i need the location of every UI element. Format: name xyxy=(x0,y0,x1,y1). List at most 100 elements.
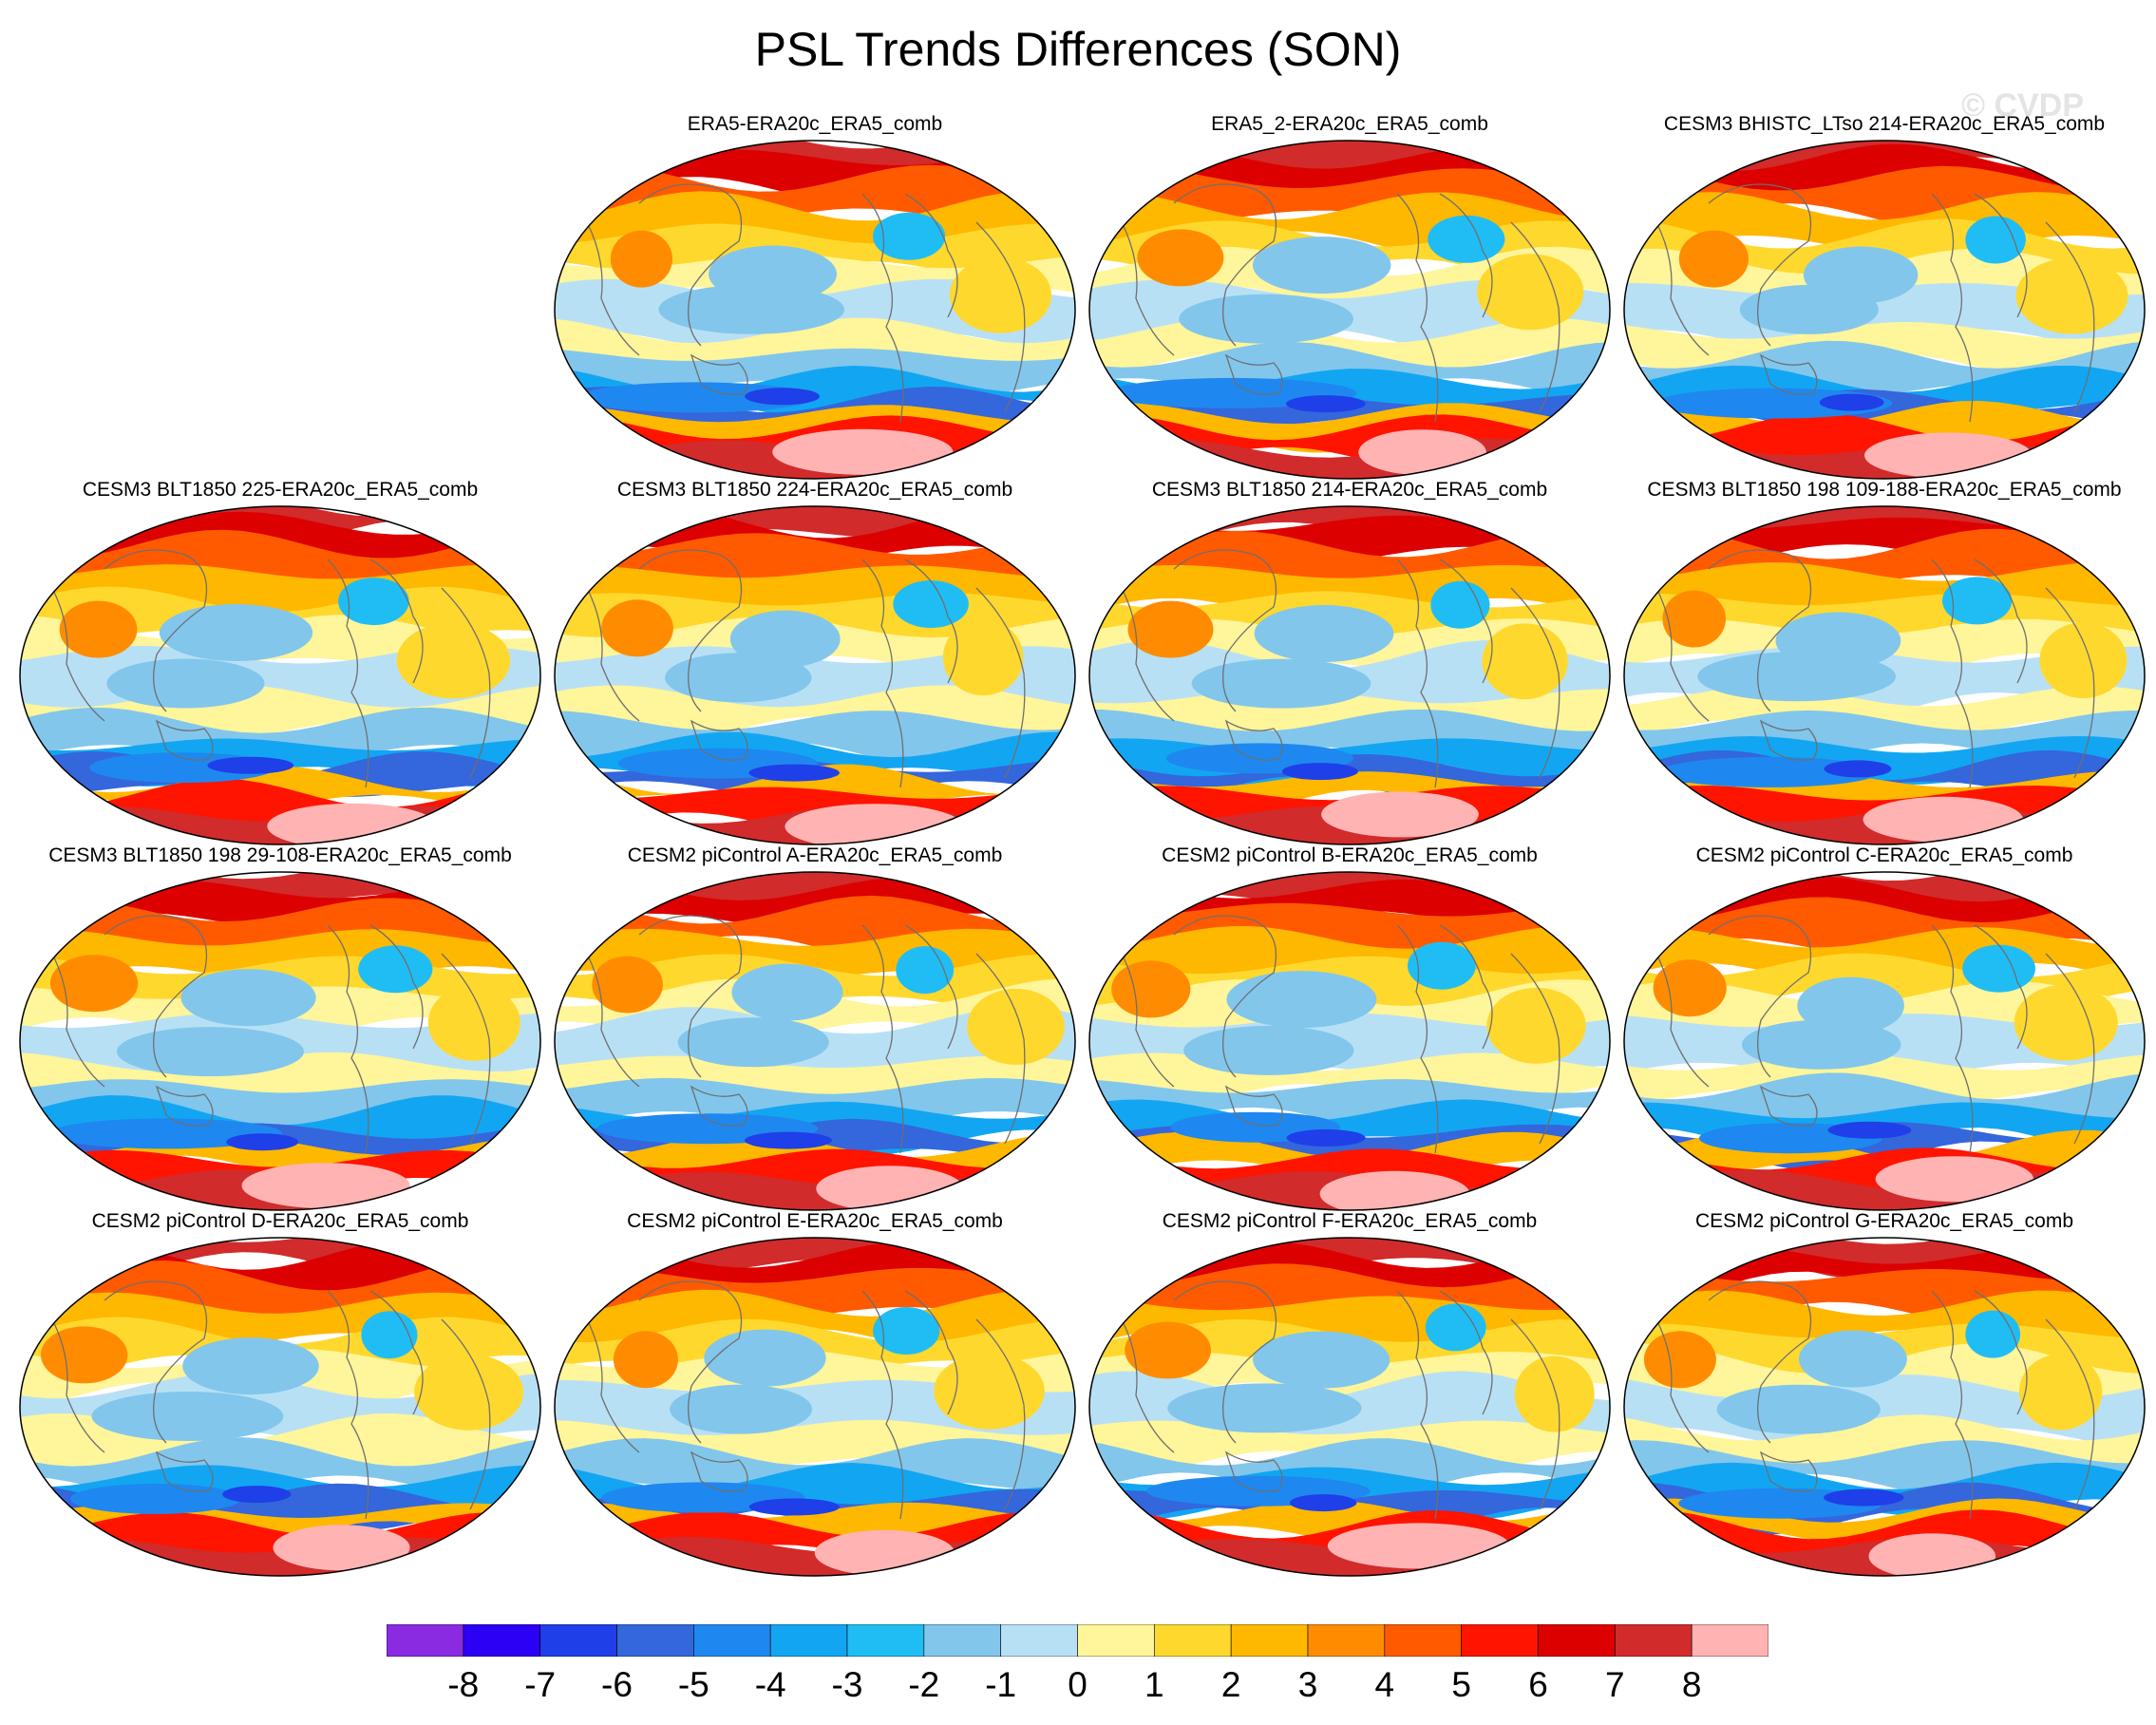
world-map xyxy=(1623,140,2146,480)
colorbar-box xyxy=(539,1624,617,1657)
anomaly-region xyxy=(70,1483,241,1514)
contour-band xyxy=(1624,1374,2145,1450)
contour-band xyxy=(1089,1131,1610,1180)
contour-band xyxy=(555,764,1075,814)
panel-title: CESM2 piControl A-ERA20c_ERA5_comb xyxy=(627,844,1003,866)
coastline xyxy=(638,915,743,1078)
colorbar-box xyxy=(1307,1624,1386,1657)
anomaly-region xyxy=(1653,959,1727,1017)
anomaly-region xyxy=(665,653,812,703)
anomaly-region xyxy=(106,658,265,709)
contour-band xyxy=(20,927,540,987)
coastline xyxy=(1396,559,1439,788)
map-panel: CESM3 BLT1850 198 109-188-ERA20c_ERA5_co… xyxy=(1618,478,2150,848)
map-border xyxy=(554,505,1076,845)
coastline xyxy=(1439,1290,1493,1415)
coastline xyxy=(586,953,640,1088)
colorbar-tick-label: -3 xyxy=(831,1665,863,1704)
contour-band xyxy=(1624,686,2145,745)
anomaly-region xyxy=(1252,237,1391,294)
colorbar-tick-label: -2 xyxy=(908,1665,940,1704)
contour-band xyxy=(1624,143,2145,199)
world-map xyxy=(1088,505,1611,845)
anomaly-region xyxy=(1137,229,1224,287)
anomaly-region xyxy=(207,756,294,774)
coastline xyxy=(369,559,424,684)
anomaly-region xyxy=(1321,791,1479,838)
coastline xyxy=(1510,221,1560,413)
coastline xyxy=(861,193,904,423)
coastline xyxy=(1655,587,1710,722)
anomaly-region xyxy=(1428,215,1505,263)
anomaly-region xyxy=(2018,1354,2103,1431)
map-border xyxy=(554,140,1076,480)
coastline xyxy=(1655,953,1710,1088)
colorbar-tick-label: -8 xyxy=(447,1665,480,1704)
coastline xyxy=(861,1290,904,1520)
coastline xyxy=(690,1085,748,1127)
map-panel: CESM2 piControl F-ERA20c_ERA5_comb xyxy=(1084,1209,1616,1580)
anomaly-region xyxy=(658,284,844,334)
anomaly-region xyxy=(1824,760,1892,778)
anomaly-region xyxy=(942,619,1024,696)
map-border xyxy=(1088,1237,1611,1577)
colorbar-tick-label: 3 xyxy=(1297,1665,1318,1704)
map-border xyxy=(1623,1237,2146,1577)
coastline xyxy=(1510,1318,1560,1510)
colorbar-tick-label: 1 xyxy=(1144,1665,1164,1704)
panel-title: CESM2 piControl D-ERA20c_ERA5_comb xyxy=(91,1210,469,1232)
coastline xyxy=(690,353,748,395)
coastline xyxy=(1974,1290,2028,1415)
coastline xyxy=(586,1318,640,1453)
anomaly-region xyxy=(1191,658,1371,709)
anomaly-region xyxy=(1965,1310,2021,1358)
anomaly-region xyxy=(1111,960,1191,1018)
anomaly-region xyxy=(267,803,438,844)
contour-band xyxy=(1089,1293,1610,1355)
anomaly-region xyxy=(1281,763,1358,781)
coastline xyxy=(1121,1318,1175,1453)
map-border xyxy=(1623,871,2146,1211)
coastline xyxy=(1974,924,2028,1050)
anomaly-region xyxy=(1697,652,1896,702)
coastline xyxy=(1759,1450,1818,1492)
world-map xyxy=(19,871,541,1211)
anomaly-region xyxy=(222,1486,292,1504)
map-border xyxy=(1623,140,2146,480)
coastline xyxy=(327,1290,369,1520)
anomaly-region xyxy=(1286,1128,1366,1147)
coastline xyxy=(1224,1085,1283,1127)
anomaly-region xyxy=(873,212,946,260)
panel-title: CESM2 piControl E-ERA20c_ERA5_comb xyxy=(627,1210,1003,1232)
colorbar-box xyxy=(1077,1624,1155,1657)
coastline xyxy=(1173,549,1277,712)
colorbar-box xyxy=(1384,1624,1462,1657)
anomaly-region xyxy=(358,945,433,994)
map-border xyxy=(1088,140,1611,480)
anomaly-region xyxy=(967,988,1065,1065)
coastline xyxy=(904,559,958,684)
world-map xyxy=(554,871,1076,1211)
coastline xyxy=(861,924,904,1154)
anomaly-region xyxy=(610,230,672,288)
coastline xyxy=(975,587,1026,779)
anomaly-region xyxy=(1482,623,1568,700)
world-map xyxy=(554,1237,1076,1577)
anomaly-region xyxy=(1797,976,1904,1034)
coastline xyxy=(1121,953,1175,1088)
colorbar-tick-label: 0 xyxy=(1068,1665,1087,1704)
anomaly-region xyxy=(1486,987,1586,1064)
coastline xyxy=(1759,353,1818,395)
anomaly-region xyxy=(1942,577,2013,625)
anomaly-region xyxy=(2015,257,2128,334)
map-panel: CESM3 BHISTC_LTso 214-ERA20c_ERA5_comb xyxy=(1618,112,2150,483)
panel-title: CESM3 BLT1850 224-ERA20c_ERA5_comb xyxy=(616,479,1013,501)
anomaly-region xyxy=(1253,1331,1390,1389)
anomaly-region xyxy=(748,764,840,782)
coastline xyxy=(1759,1085,1818,1127)
anomaly-region xyxy=(1425,1303,1486,1352)
anomaly-region xyxy=(59,600,138,658)
colorbar-tick-label: 2 xyxy=(1220,1665,1241,1704)
map-panel: CESM2 piControl G-ERA20c_ERA5_comb xyxy=(1618,1209,2150,1580)
anomaly-region xyxy=(1286,395,1366,413)
